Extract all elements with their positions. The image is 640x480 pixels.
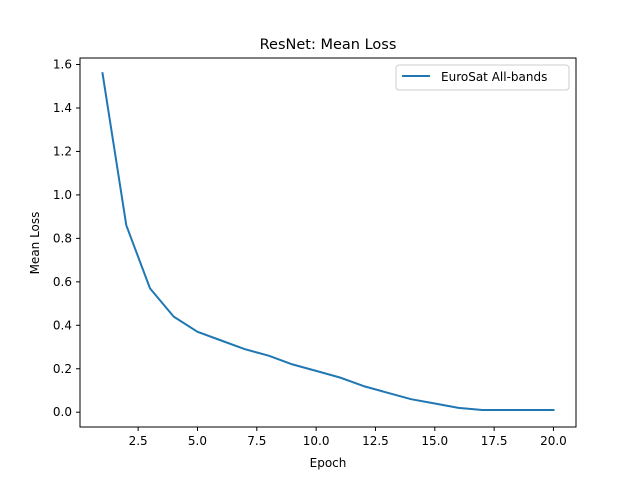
chart-title: ResNet: Mean Loss [260, 37, 397, 53]
x-axis: 2.5 5.0 7.5 10.0 12.5 15.0 17.5 20.0 [129, 427, 567, 448]
x-tick-label: 5.0 [188, 434, 207, 448]
series-line-eurosat-all-bands [101, 72, 555, 411]
x-axis-label: Epoch [310, 456, 347, 470]
legend: EuroSat All-bands [395, 64, 570, 91]
y-axis: 0.0 0.2 0.4 0.6 0.8 1.0 1.2 1.4 1.6 [53, 58, 80, 419]
plot-area-frame [79, 57, 577, 428]
y-tick-label: 0.2 [53, 362, 72, 376]
y-tick-label: 0.8 [53, 231, 72, 245]
y-tick-label: 0.4 [53, 318, 72, 332]
y-axis-label: Mean Loss [28, 212, 42, 275]
y-tick-label: 0.6 [53, 275, 72, 289]
y-tick-label: 0.0 [53, 405, 72, 419]
x-tick-label: 17.5 [481, 434, 508, 448]
x-tick-label: 7.5 [247, 434, 266, 448]
legend-label-eurosat-all-bands: EuroSat All-bands [441, 70, 547, 84]
y-tick-label: 1.2 [53, 144, 72, 158]
x-tick-label: 2.5 [129, 434, 148, 448]
x-tick-label: 10.0 [303, 434, 330, 448]
x-tick-label: 12.5 [362, 434, 389, 448]
legend-box [395, 64, 570, 91]
y-tick-label: 1.0 [53, 188, 72, 202]
series-layer [101, 72, 555, 411]
x-tick-label: 20.0 [540, 434, 567, 448]
y-tick-label: 1.6 [53, 58, 72, 72]
y-tick-label: 1.4 [53, 101, 72, 115]
x-tick-label: 15.0 [421, 434, 448, 448]
